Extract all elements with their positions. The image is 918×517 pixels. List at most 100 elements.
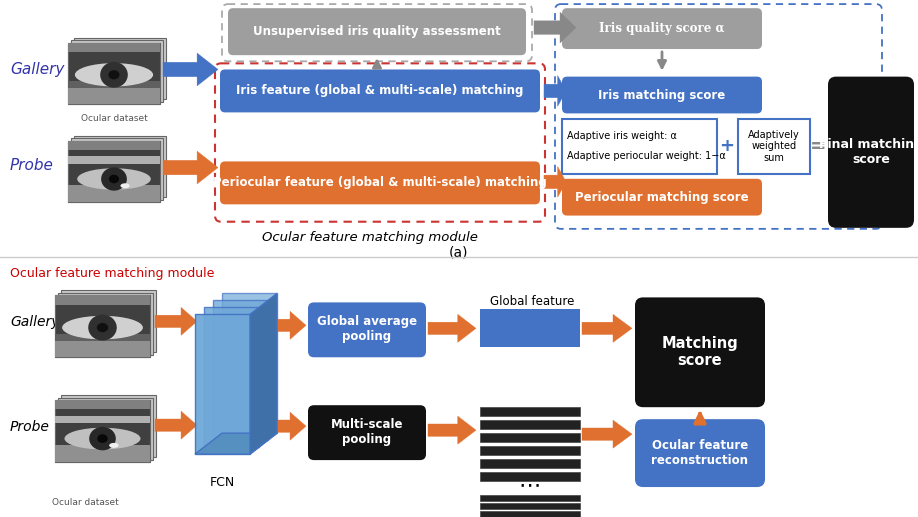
Bar [480,472,580,481]
FancyBboxPatch shape [562,77,762,113]
Bar [61,291,156,352]
Polygon shape [195,314,250,454]
Text: Final matching
score: Final matching score [819,138,918,166]
Bar [55,295,150,357]
FancyBboxPatch shape [635,297,765,407]
FancyBboxPatch shape [562,179,762,216]
Ellipse shape [88,314,117,341]
Polygon shape [213,300,268,440]
Bar [480,503,580,509]
Bar [68,81,160,88]
Bar [480,495,580,501]
Ellipse shape [109,175,119,184]
Ellipse shape [62,316,143,339]
Ellipse shape [109,443,118,448]
FancyBboxPatch shape [228,8,526,55]
Text: ⋯: ⋯ [519,475,541,495]
Text: Probe: Probe [10,158,54,173]
Bar [68,141,160,202]
FancyBboxPatch shape [220,69,540,112]
Bar [480,446,580,455]
Polygon shape [204,308,259,447]
Text: FCN: FCN [209,476,235,489]
Text: Adaptive periocular weight: 1−α: Adaptive periocular weight: 1−α [567,151,726,161]
Bar [68,43,160,104]
Text: Periocular feature (global & multi-scale) matching: Periocular feature (global & multi-scale… [213,176,547,189]
Polygon shape [163,53,218,86]
Ellipse shape [100,62,128,88]
Polygon shape [264,412,306,440]
Bar [58,293,153,355]
Bar [68,156,160,164]
Polygon shape [544,75,566,107]
Bar [68,141,160,150]
Bar [55,445,150,462]
Bar [71,40,163,102]
Bar [55,416,150,423]
Bar [480,420,580,429]
Text: Ocular feature matching module: Ocular feature matching module [262,231,478,244]
Bar [58,398,153,460]
Ellipse shape [96,323,108,332]
Bar [68,185,160,202]
Ellipse shape [108,70,119,80]
Text: Global average
pooling: Global average pooling [317,315,417,343]
Text: =: = [810,136,826,156]
Text: Probe: Probe [10,420,50,434]
Text: Ocular dataset: Ocular dataset [81,114,148,123]
Text: (a): (a) [449,246,469,260]
Polygon shape [195,433,277,454]
Text: Multi-scale
pooling: Multi-scale pooling [330,418,403,446]
Text: Periocular matching score: Periocular matching score [576,191,749,204]
Bar [68,141,160,202]
Bar [480,459,580,468]
Bar [55,400,150,409]
Text: Iris feature (global & multi-scale) matching: Iris feature (global & multi-scale) matc… [236,84,523,97]
Polygon shape [155,308,197,336]
Bar [68,43,160,52]
Bar [55,334,150,341]
Bar [55,295,150,305]
Polygon shape [582,314,632,342]
FancyBboxPatch shape [308,302,426,357]
Polygon shape [428,416,476,444]
Polygon shape [544,166,566,197]
Text: Iris matching score: Iris matching score [599,88,725,101]
Text: Adaptively
weighted
sum: Adaptively weighted sum [748,129,800,163]
Bar [480,407,580,416]
Bar [55,400,150,462]
Polygon shape [428,314,476,342]
Bar [480,511,580,517]
Bar [55,340,150,357]
Ellipse shape [120,184,129,188]
Bar [55,295,150,357]
Ellipse shape [101,168,127,191]
Ellipse shape [64,428,140,449]
Text: +: + [720,137,734,155]
Bar [74,38,166,99]
Text: Ocular feature
reconstruction: Ocular feature reconstruction [652,439,748,467]
Bar [61,395,156,457]
Bar [480,433,580,442]
FancyBboxPatch shape [828,77,914,228]
Text: Iris quality score α: Iris quality score α [599,22,724,35]
Text: Gallery: Gallery [10,315,60,329]
Text: Ocular feature matching module: Ocular feature matching module [10,267,215,280]
Ellipse shape [89,427,116,450]
Bar [55,400,150,462]
Bar [68,43,160,104]
Text: Adaptive iris weight: α: Adaptive iris weight: α [567,131,677,141]
Text: Ocular dataset: Ocular dataset [51,497,118,507]
Bar [74,136,166,197]
Text: Matching
score: Matching score [662,336,738,369]
Polygon shape [155,411,197,439]
Text: Global feature: Global feature [490,295,574,308]
Text: Gallery: Gallery [10,62,64,77]
Bar [68,87,160,104]
Bar [71,139,163,200]
Ellipse shape [75,63,153,86]
Text: Unsupervised iris quality assessment: Unsupervised iris quality assessment [253,25,501,38]
Ellipse shape [77,168,151,190]
Polygon shape [264,311,306,339]
FancyBboxPatch shape [220,161,540,204]
